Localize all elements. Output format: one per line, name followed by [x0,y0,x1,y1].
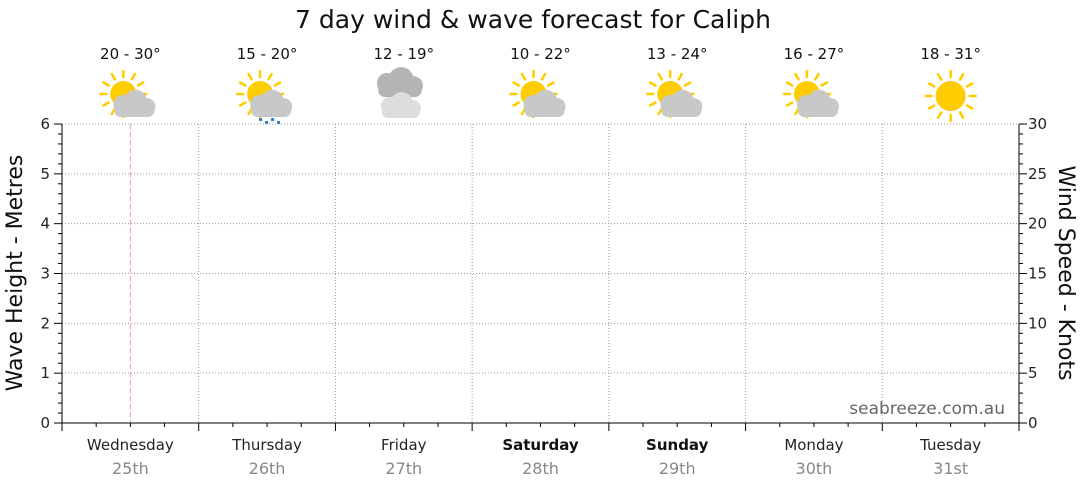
y-tick-label-right: 5 [1028,364,1038,382]
sun-ray [649,101,657,107]
cloud-shape [113,89,156,117]
y-tick-label-left: 2 [40,314,50,332]
sun-ray [102,81,110,87]
temperature-range: 10 - 22° [510,45,571,63]
sun-ray [965,104,974,110]
sun-disc [935,81,966,111]
temperature-range: 13 - 24° [647,45,708,63]
sun-ray [520,107,527,116]
rain-drop [265,121,269,124]
sun-ray [267,72,273,81]
partly-cloudy-icon [509,69,566,119]
day-date: 29th [659,459,696,478]
day-date: 30th [796,459,833,478]
sun-ray [110,107,117,116]
cloud-shape [660,89,703,117]
cloud-shape [796,89,839,117]
y-tick-label-left: 0 [40,414,50,432]
y-axis-left-title: Wave Height - Metres [3,155,28,392]
day-name: Tuesday [919,436,981,454]
day-date: 28th [522,459,559,478]
sun-ray [649,81,657,87]
y-axis-right-title: Wind Speed - Knots [1053,165,1078,380]
sun-ray [677,72,683,81]
sun-ray [110,72,117,81]
y-tick-label-right: 25 [1028,165,1047,183]
y-tick-label-left: 6 [40,115,50,133]
partly-cloudy-showers-icon [235,69,293,124]
day-name: Wednesday [87,436,174,454]
sun-ray [238,101,247,107]
sun-ray [512,101,521,107]
sun-ray [785,101,794,107]
y-tick-label-right: 20 [1028,215,1047,233]
y-tick-label-right: 15 [1028,265,1047,283]
temperature-range: 16 - 27° [784,45,845,63]
cloud-shape [250,89,293,117]
day-name: Thursday [231,436,302,454]
day-date: 26th [249,459,286,478]
sun-ray [512,81,521,87]
day-name: Saturday [502,436,579,454]
sun-ray [958,73,965,81]
y-tick-label-right: 30 [1028,115,1047,133]
rain-drop [271,118,275,121]
sun-ray [247,72,253,81]
sun-ray [238,81,247,87]
sun-ray [965,82,974,88]
sun-ray [130,72,137,81]
sun-ray [247,107,253,116]
sun-ray [814,72,820,81]
sun-ray [927,82,936,88]
day-name: Friday [381,436,427,454]
y-tick-label-right: 10 [1028,314,1047,332]
y-tick-label-left: 4 [40,215,50,233]
sun-ray [820,81,829,87]
day-date: 31st [933,459,968,478]
sun-ray [794,72,800,81]
sun-ray [785,81,794,87]
sun-ray [936,73,943,81]
cloud-shape [380,92,421,118]
cloud-shape [376,67,423,97]
temperature-range: 18 - 31° [920,45,981,63]
day-name: Sunday [646,436,709,454]
sun-ray [927,104,936,110]
y-tick-label-left: 1 [40,364,50,382]
day-date: 27th [385,459,422,478]
sunny-icon [924,69,977,123]
rain-drop [259,118,263,121]
chart-title: 7 day wind & wave forecast for Caliph [295,5,771,34]
sun-ray [657,107,663,116]
watermark: seabreeze.com.au [849,399,1005,419]
cloud-shape [523,89,566,117]
rain-drop [277,121,281,124]
y-tick-label-right: 0 [1028,414,1038,432]
temperature-range: 15 - 20° [237,45,298,63]
sun-ray [540,72,547,81]
day-date: 25th [112,459,149,478]
y-tick-label-left: 3 [40,265,50,283]
sun-ray [102,101,110,107]
y-tick-label-left: 5 [40,165,50,183]
temperature-range: 20 - 30° [100,45,161,63]
sun-ray [794,107,800,116]
sun-ray [520,72,527,81]
sun-ray [273,81,282,87]
sun-ray [136,81,145,87]
sun-ray [546,81,555,87]
cloudy-icon [376,67,423,118]
sun-ray [683,81,692,87]
partly-cloudy-icon [645,69,703,119]
temperature-range: 12 - 19° [373,45,434,63]
sun-ray [936,111,943,119]
sun-ray [657,72,663,81]
sun-ray [958,111,965,119]
day-name: Monday [784,436,843,454]
partly-cloudy-icon [782,69,839,119]
partly-cloudy-icon [99,69,156,119]
